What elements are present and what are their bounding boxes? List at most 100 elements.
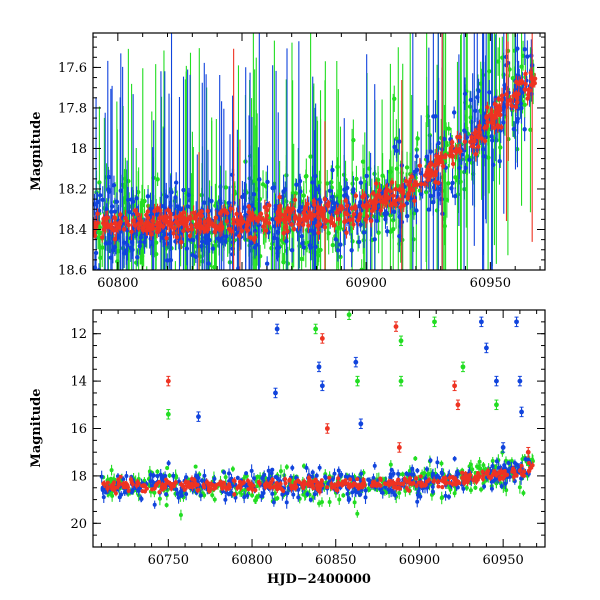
data-point [181, 76, 186, 270]
data-point [528, 67, 533, 78]
data-point [361, 216, 367, 249]
data-point [222, 203, 227, 217]
data-point [235, 475, 240, 481]
data-point [452, 187, 458, 206]
bottom-y-axis-label: Magnitude [29, 388, 44, 467]
data-point [93, 253, 98, 270]
x-tick-label: 60750 [148, 553, 189, 568]
data-point [467, 145, 472, 174]
data-point [485, 101, 490, 113]
data-point [462, 133, 468, 150]
data-point [130, 214, 136, 227]
data-point [213, 485, 218, 490]
data-point [292, 485, 297, 492]
data-point [213, 209, 219, 226]
y-tick-label: 17.8 [58, 101, 87, 116]
data-point [372, 84, 377, 270]
data-point [418, 175, 424, 193]
data-point [155, 474, 160, 479]
data-point [313, 477, 318, 482]
data-point [276, 216, 281, 227]
y-tick-label: 12 [70, 327, 87, 342]
data-point [307, 206, 312, 219]
data-point [352, 496, 357, 508]
data-point [271, 483, 276, 491]
data-point [457, 156, 462, 180]
data-point [332, 482, 337, 487]
data-point [226, 486, 231, 491]
data-point [226, 491, 231, 497]
data-point [206, 485, 211, 493]
series-points [93, 33, 538, 270]
data-point [284, 207, 289, 217]
data-point [521, 489, 526, 497]
y-tick-label: 17.6 [58, 61, 87, 76]
outlier-point [165, 375, 171, 387]
data-point [415, 490, 420, 500]
data-point [224, 216, 230, 226]
data-point [112, 214, 118, 232]
data-point [151, 472, 156, 479]
data-point [302, 480, 307, 488]
data-point [256, 479, 261, 485]
data-point [388, 184, 393, 199]
data-point [447, 480, 452, 485]
data-point [376, 212, 381, 254]
data-point [176, 491, 181, 504]
data-point [160, 232, 166, 243]
outlier-point [500, 442, 506, 453]
data-point [423, 122, 429, 262]
data-point [355, 509, 360, 518]
data-point [134, 186, 139, 211]
data-point [327, 181, 333, 201]
data-point [214, 482, 219, 487]
outlier-point [353, 356, 359, 368]
series-points [101, 460, 535, 497]
data-point [193, 482, 198, 489]
data-point [291, 490, 296, 500]
data-point [308, 234, 313, 261]
data-point [476, 129, 481, 145]
data-point [292, 194, 298, 206]
data-point [137, 213, 142, 224]
x-tick-label: 60800 [97, 276, 138, 291]
data-point [440, 484, 445, 490]
data-point [251, 211, 256, 226]
data-point [119, 490, 124, 499]
data-point [363, 490, 368, 504]
data-point [206, 213, 212, 225]
data-point [129, 490, 134, 495]
data-point [116, 477, 121, 482]
data-point [359, 469, 364, 478]
data-point [460, 470, 465, 475]
data-point [240, 219, 245, 226]
data-point [173, 172, 179, 194]
data-point [404, 478, 409, 485]
data-point [413, 456, 418, 461]
data-point [281, 252, 286, 270]
data-point [415, 496, 420, 508]
data-point [215, 229, 221, 248]
data-point [330, 160, 335, 180]
data-point [486, 33, 492, 194]
data-point [346, 484, 351, 489]
data-point [108, 88, 114, 270]
data-point [358, 208, 363, 221]
top-axes-frame [92, 32, 546, 271]
data-point [333, 229, 339, 249]
outlier-point [484, 342, 489, 354]
data-point [382, 481, 387, 486]
data-point [179, 481, 184, 489]
data-point [322, 121, 328, 270]
data-point [224, 209, 230, 218]
data-point [271, 497, 276, 507]
data-point [228, 203, 234, 214]
data-point [492, 98, 498, 111]
data-point [462, 77, 468, 111]
data-point [511, 88, 516, 104]
data-point [461, 484, 466, 494]
data-point [502, 472, 507, 477]
data-point [157, 490, 162, 495]
data-point [310, 474, 315, 479]
outlier-point [358, 418, 364, 429]
